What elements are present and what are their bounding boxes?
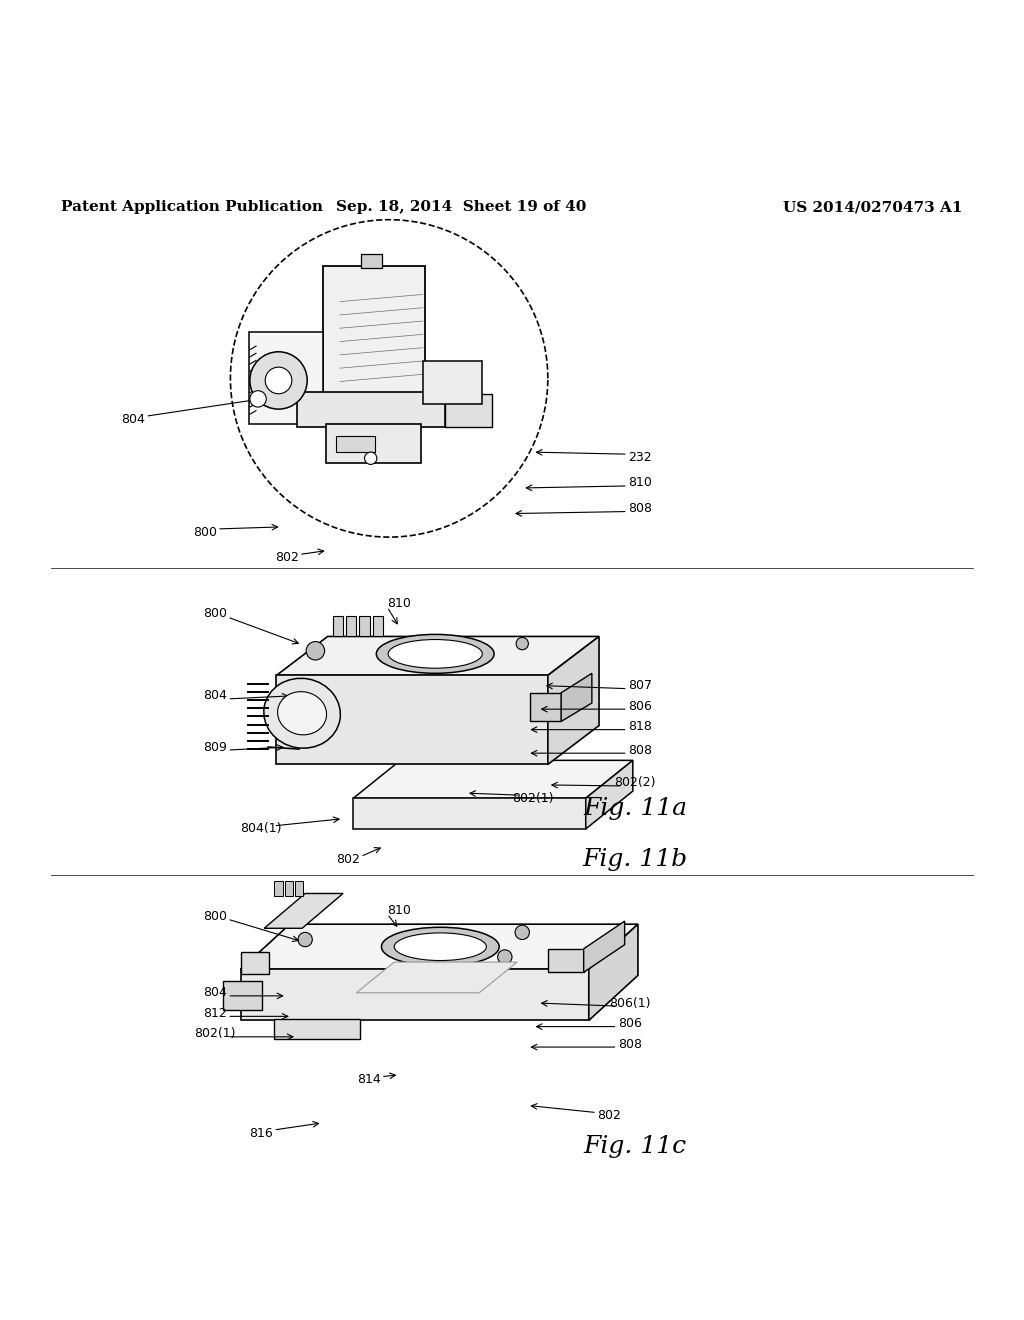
FancyBboxPatch shape: [333, 616, 343, 636]
Text: 802(1): 802(1): [195, 1027, 236, 1040]
Polygon shape: [548, 636, 599, 764]
Text: 802: 802: [597, 1109, 622, 1122]
Text: 814: 814: [356, 1073, 381, 1086]
Text: Fig. 11c: Fig. 11c: [584, 1135, 686, 1158]
Polygon shape: [353, 760, 633, 799]
FancyBboxPatch shape: [285, 882, 293, 895]
Polygon shape: [241, 969, 589, 1020]
Text: 802(2): 802(2): [614, 776, 655, 789]
FancyBboxPatch shape: [423, 360, 482, 404]
Text: 806(1): 806(1): [609, 997, 650, 1010]
Text: 802(1): 802(1): [512, 792, 553, 805]
Ellipse shape: [376, 635, 494, 673]
Ellipse shape: [264, 678, 340, 748]
Text: US 2014/0270473 A1: US 2014/0270473 A1: [783, 201, 963, 214]
Polygon shape: [530, 693, 561, 722]
Polygon shape: [548, 949, 584, 973]
Circle shape: [498, 950, 512, 964]
Polygon shape: [276, 636, 599, 676]
Text: 810: 810: [628, 477, 652, 490]
Text: 809: 809: [203, 741, 227, 754]
Polygon shape: [223, 981, 262, 1010]
FancyBboxPatch shape: [326, 425, 421, 463]
Text: 816: 816: [249, 1126, 273, 1139]
Polygon shape: [445, 393, 492, 426]
Circle shape: [250, 391, 266, 407]
Ellipse shape: [388, 639, 482, 668]
Polygon shape: [561, 673, 592, 722]
FancyBboxPatch shape: [323, 265, 425, 393]
Text: 807: 807: [628, 678, 652, 692]
Text: 810: 810: [387, 597, 412, 610]
Text: 806: 806: [617, 1016, 642, 1030]
Text: 802: 802: [274, 552, 299, 564]
Text: 804: 804: [121, 413, 145, 426]
Text: 808: 808: [628, 502, 652, 515]
Text: 800: 800: [193, 525, 217, 539]
Ellipse shape: [394, 933, 486, 961]
Text: 806: 806: [628, 700, 652, 713]
Polygon shape: [264, 894, 343, 928]
Polygon shape: [241, 952, 269, 974]
Text: 812: 812: [203, 1007, 227, 1020]
Circle shape: [265, 367, 292, 393]
FancyBboxPatch shape: [274, 882, 283, 895]
FancyBboxPatch shape: [336, 436, 375, 453]
Text: 800: 800: [203, 607, 227, 620]
Polygon shape: [353, 799, 586, 829]
Circle shape: [298, 932, 312, 946]
Text: 808: 808: [628, 743, 652, 756]
FancyBboxPatch shape: [359, 616, 370, 636]
Text: 804(1): 804(1): [241, 822, 282, 836]
Polygon shape: [586, 760, 633, 829]
FancyBboxPatch shape: [346, 616, 356, 636]
Text: 808: 808: [617, 1038, 642, 1051]
Text: Fig. 11b: Fig. 11b: [583, 849, 687, 871]
Text: Patent Application Publication: Patent Application Publication: [61, 201, 324, 214]
Text: 800: 800: [203, 909, 227, 923]
Text: 802: 802: [336, 853, 360, 866]
Polygon shape: [589, 924, 638, 1020]
FancyBboxPatch shape: [361, 255, 382, 268]
FancyBboxPatch shape: [295, 882, 303, 895]
FancyBboxPatch shape: [249, 333, 323, 425]
Text: 804: 804: [203, 986, 227, 999]
Circle shape: [250, 351, 307, 409]
Text: 818: 818: [628, 721, 652, 733]
FancyBboxPatch shape: [373, 616, 383, 636]
FancyBboxPatch shape: [297, 392, 445, 426]
Polygon shape: [274, 1019, 360, 1039]
Circle shape: [516, 638, 528, 649]
Polygon shape: [276, 676, 548, 764]
Text: 810: 810: [387, 904, 412, 917]
Polygon shape: [241, 924, 638, 969]
Circle shape: [365, 453, 377, 465]
Polygon shape: [584, 921, 625, 973]
Text: 232: 232: [628, 450, 652, 463]
Circle shape: [515, 925, 529, 940]
Polygon shape: [356, 962, 517, 993]
Ellipse shape: [381, 927, 500, 966]
Ellipse shape: [278, 692, 327, 735]
Text: 804: 804: [203, 689, 227, 702]
Text: Sep. 18, 2014  Sheet 19 of 40: Sep. 18, 2014 Sheet 19 of 40: [336, 201, 586, 214]
Text: Fig. 11a: Fig. 11a: [583, 797, 687, 820]
Circle shape: [306, 642, 325, 660]
